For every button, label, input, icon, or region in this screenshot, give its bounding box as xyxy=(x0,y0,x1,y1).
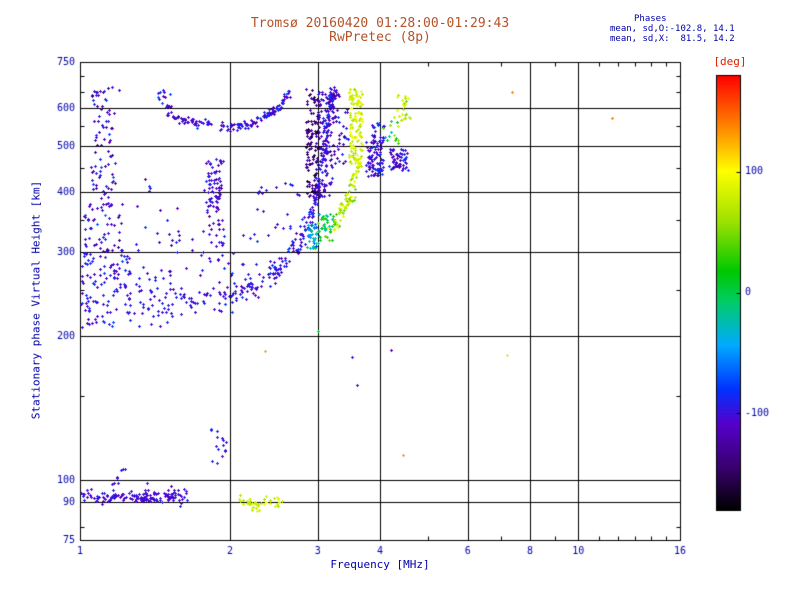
phase-statistics-block: Phases mean, sd,O:-102.8, 14.1 mean, sd,… xyxy=(610,14,735,44)
phases-heading: Phases xyxy=(634,14,667,24)
phases-o-mode-line: mean, sd,O:-102.8, 14.1 xyxy=(610,24,735,34)
chart-title: Tromsø 20160420 01:28:00-01:29:43 xyxy=(250,16,510,31)
chart-subtitle: RwPretec (8p) xyxy=(329,30,431,45)
y-axis-label: Stationary phase Virtual Height [km] xyxy=(29,180,43,420)
phases-x-mode-line: mean, sd,X: 81.5, 14.2 xyxy=(610,34,735,44)
colorbar-units-label: [deg] xyxy=(713,55,747,68)
x-axis-label: Frequency [MHz] xyxy=(330,558,430,571)
